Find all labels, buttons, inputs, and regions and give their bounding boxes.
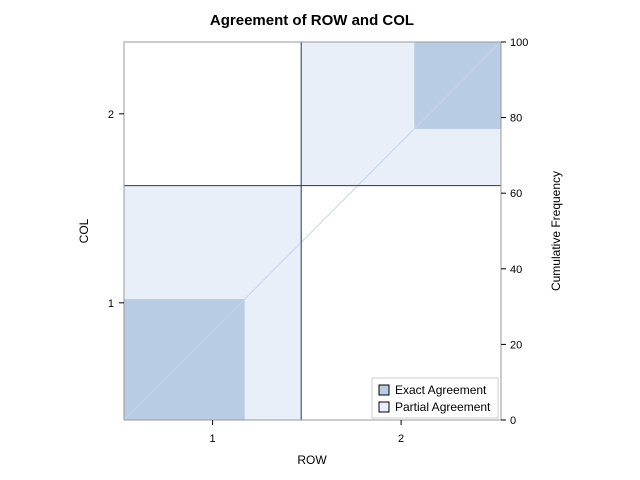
y2-tick-label-80: 80 [510,113,522,125]
y2-axis-label: Cumulative Frequency [549,171,563,291]
plot-frame [123,41,502,421]
y2-tick-label-40: 40 [510,264,522,276]
y2-tick-label-20: 20 [510,339,522,351]
y-axis-label: COL [77,218,91,243]
legend: Exact Agreement Partial Agreement [371,377,499,419]
legend-frame [371,377,499,419]
x-axis-label: ROW [297,453,327,467]
legend-label-exact-agreement: Exact Agreement [395,383,487,397]
x-tick-label-2: 2 [398,433,404,445]
legend-swatch-partial-agreement [378,401,390,413]
y2-tick-label-60: 60 [510,188,522,200]
y-tick-label-2: 2 [108,109,114,121]
legend-label-partial-agreement: Partial Agreement [395,400,491,414]
y-tick-label-1: 1 [108,298,114,310]
y2-tick-label-0: 0 [510,415,516,427]
chart-title: Agreement of ROW and COL [210,12,414,29]
diagonal-reference-line [123,41,502,421]
legend-swatch-exact-agreement [378,384,390,396]
x-tick-label-1: 1 [210,433,216,445]
y2-tick-label-100: 100 [510,37,528,49]
